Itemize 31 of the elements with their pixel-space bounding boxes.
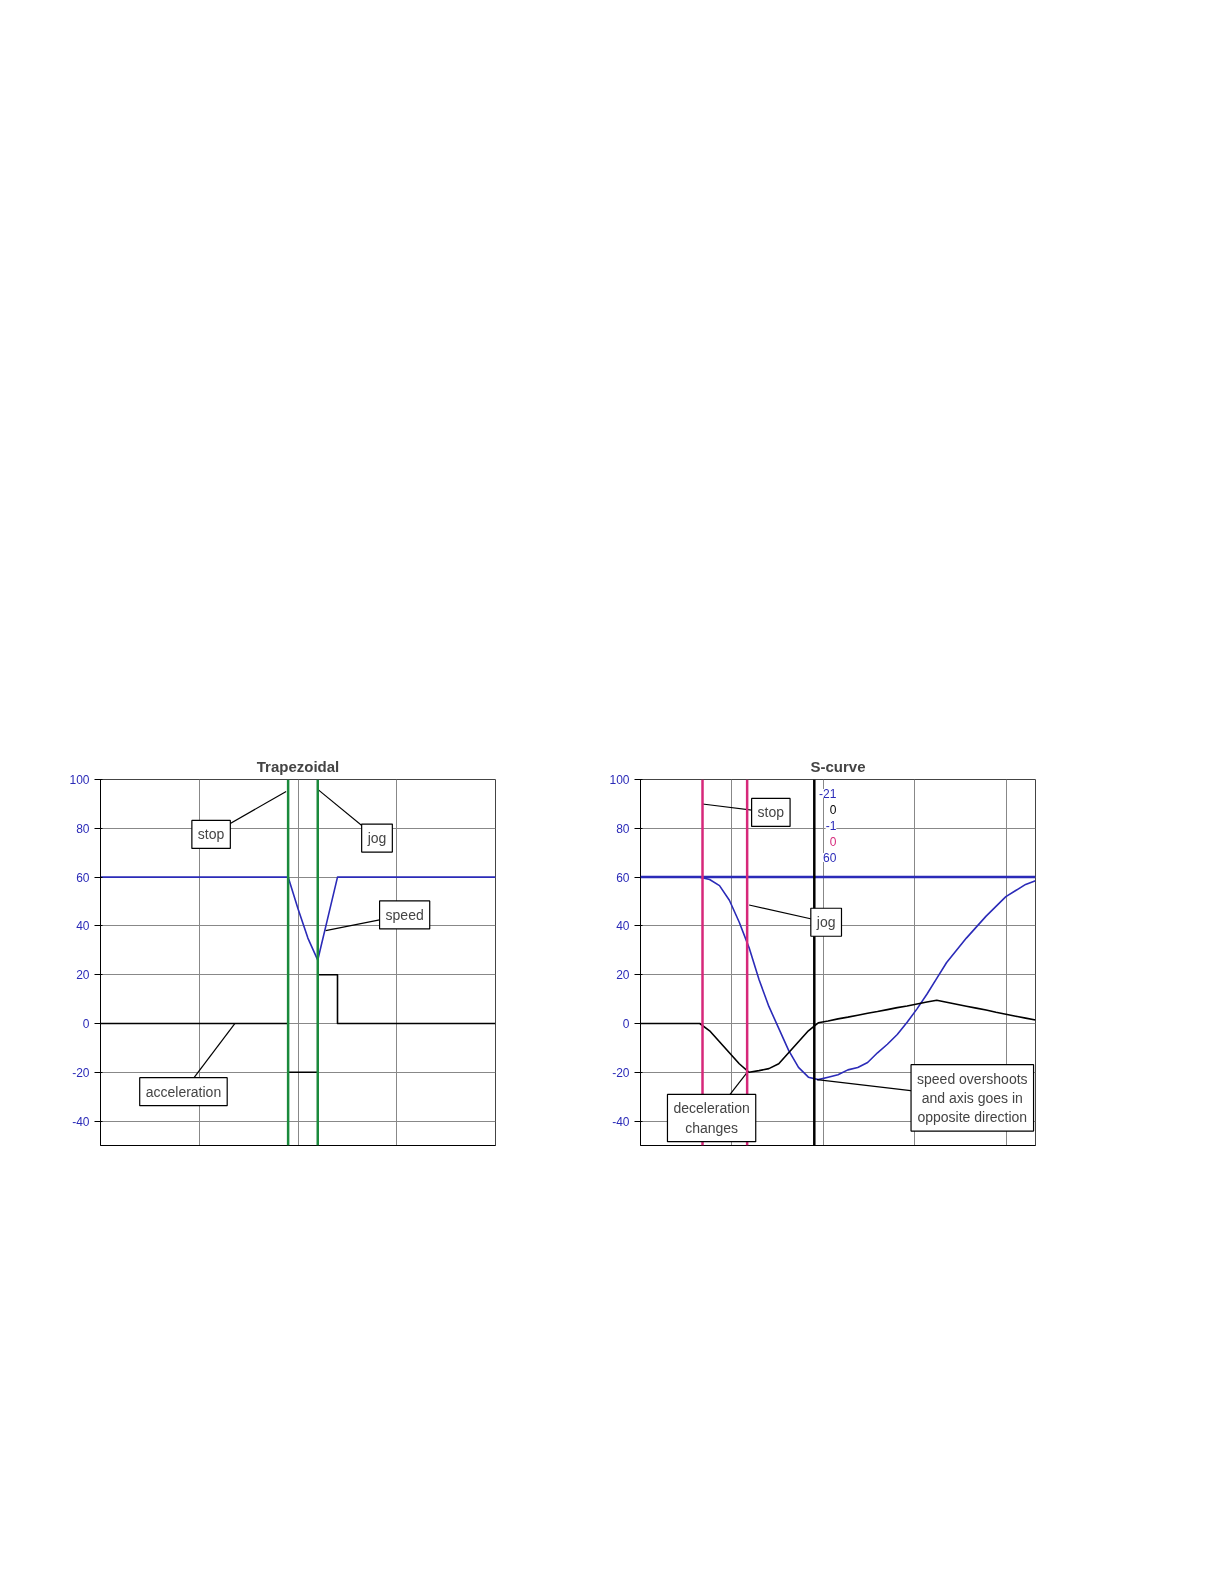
- y-tick-label: 20: [76, 968, 90, 983]
- y-tick-label: 100: [69, 773, 90, 787]
- y-tick-label: -40: [72, 1114, 90, 1129]
- y-tick-label: -20: [612, 1065, 630, 1080]
- annotation: 0: [829, 835, 837, 849]
- chart-title: S-curve: [810, 757, 866, 775]
- y-tick-label: -20: [72, 1065, 90, 1080]
- annotation: deceleration changes: [673, 1100, 750, 1136]
- annotation: jog: [815, 914, 836, 931]
- annotation: speed: [385, 906, 424, 923]
- y-tick-label: 40: [616, 919, 630, 934]
- y-tick-label: -40: [612, 1114, 630, 1129]
- chart-title: Trapezoidal: [256, 757, 340, 775]
- y-tick-label: 0: [82, 1017, 90, 1031]
- annotation: stop: [757, 804, 785, 821]
- annotation: -21: [818, 787, 837, 801]
- y-tick-label: 60: [76, 870, 90, 885]
- annotation: 60: [822, 851, 837, 865]
- annotation: jog: [366, 830, 387, 847]
- y-tick-label: 100: [609, 773, 630, 787]
- annotation: stop: [197, 826, 225, 843]
- y-tick-label: 80: [616, 821, 630, 836]
- annotation: acceleration: [145, 1083, 222, 1100]
- y-tick-label: 60: [616, 870, 630, 885]
- annotation: speed overshoots and axis goes in opposite direction: [917, 1070, 1028, 1126]
- y-tick-label: 40: [76, 919, 90, 934]
- annotation: -1: [825, 819, 837, 833]
- y-tick-label: 80: [76, 821, 90, 836]
- y-tick-label: 0: [622, 1017, 630, 1031]
- annotation: 0: [829, 803, 837, 817]
- y-tick-label: 20: [616, 968, 630, 983]
